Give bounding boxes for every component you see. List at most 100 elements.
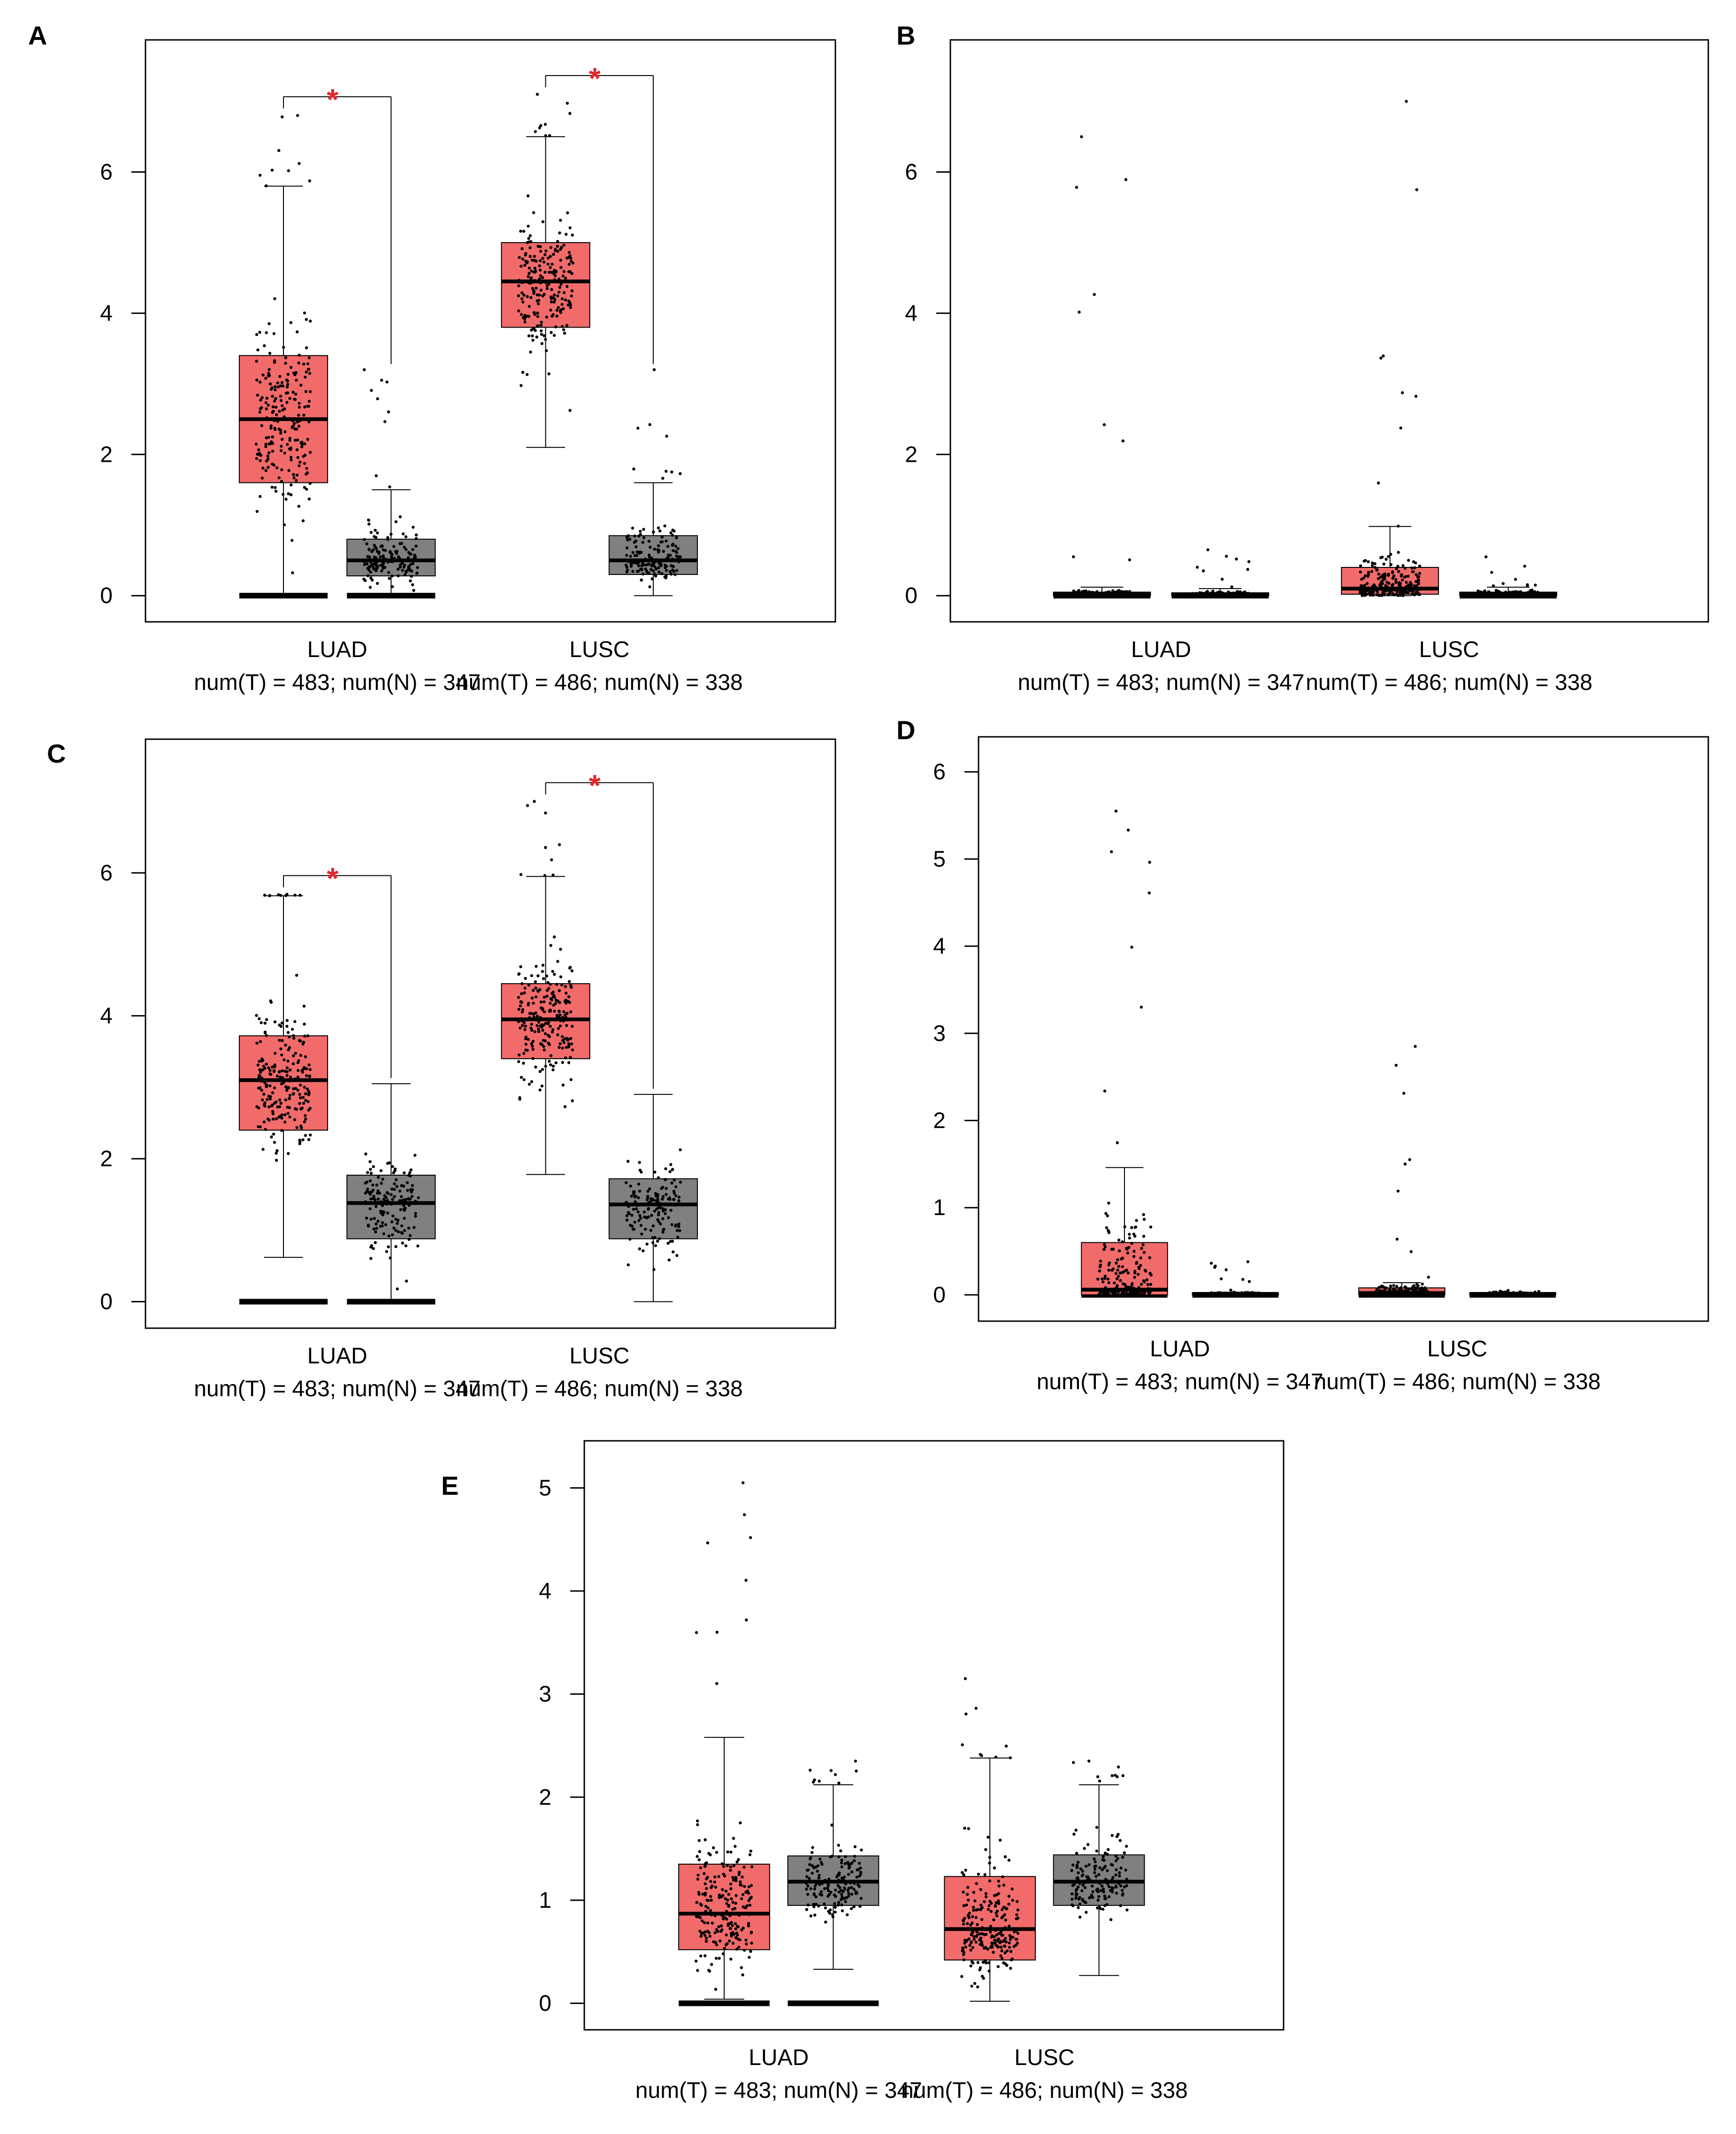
data-point — [1110, 1774, 1114, 1777]
data-point — [528, 255, 532, 258]
data-point — [964, 1677, 967, 1680]
data-point — [1101, 1277, 1104, 1281]
data-point — [268, 1072, 272, 1076]
data-point — [413, 1154, 417, 1157]
data-point — [1359, 564, 1362, 567]
data-point — [539, 1000, 543, 1004]
data-point — [539, 259, 542, 262]
data-point — [725, 1902, 728, 1905]
data-point — [525, 261, 528, 265]
data-point — [1361, 594, 1364, 597]
data-point — [366, 1187, 369, 1191]
data-point — [854, 1759, 857, 1763]
data-point — [1016, 1932, 1020, 1935]
data-point — [305, 370, 308, 374]
data-point — [1410, 566, 1414, 570]
data-point — [673, 573, 677, 576]
data-point — [294, 371, 298, 374]
data-point — [669, 573, 673, 576]
data-point — [674, 544, 677, 548]
data-point — [543, 1048, 546, 1052]
data-point — [1114, 1873, 1117, 1877]
data-point — [265, 459, 268, 463]
data-point — [376, 1220, 380, 1223]
data-point — [565, 1037, 568, 1040]
data-point — [1392, 1288, 1396, 1292]
data-point — [260, 1059, 264, 1063]
data-point — [308, 482, 312, 485]
data-point — [1124, 1247, 1128, 1250]
data-point — [1077, 1885, 1080, 1889]
data-point — [261, 373, 265, 377]
data-point — [963, 1917, 966, 1920]
data-point — [1004, 1744, 1008, 1748]
data-point — [701, 1892, 704, 1896]
data-point — [1111, 1876, 1115, 1879]
data-point — [1115, 1859, 1118, 1862]
data-point — [658, 529, 662, 533]
data-point — [668, 570, 672, 574]
data-point — [536, 315, 540, 318]
data-point — [1367, 573, 1370, 576]
data-point — [841, 1909, 844, 1912]
data-point — [664, 1212, 667, 1215]
data-point — [306, 367, 310, 371]
data-point — [541, 276, 544, 279]
data-point — [713, 1875, 717, 1879]
data-point — [739, 1821, 742, 1825]
data-point — [1397, 524, 1400, 528]
data-point — [979, 1888, 982, 1891]
data-point — [1121, 1889, 1124, 1892]
data-point — [1099, 1889, 1102, 1892]
data-point — [542, 1039, 545, 1042]
data-point — [548, 270, 551, 274]
data-point — [565, 1046, 568, 1049]
data-point — [729, 1865, 733, 1868]
data-point — [974, 1916, 978, 1919]
data-point — [530, 1080, 534, 1083]
data-point — [278, 410, 281, 413]
data-point — [297, 1069, 300, 1072]
data-point — [1074, 1828, 1078, 1832]
data-point — [1091, 1890, 1094, 1893]
data-point — [566, 1000, 570, 1003]
data-point — [696, 1819, 699, 1823]
data-point — [555, 1014, 559, 1017]
data-point — [1127, 1246, 1131, 1249]
data-point — [734, 1876, 737, 1879]
data-point — [1084, 1865, 1088, 1868]
data-point — [1074, 1889, 1078, 1892]
data-point — [273, 1086, 276, 1090]
data-point — [288, 1097, 291, 1100]
data-point — [540, 1023, 543, 1026]
data-point — [1121, 1774, 1124, 1777]
data-point — [749, 1884, 753, 1887]
data-point — [1103, 1089, 1107, 1093]
data-point — [971, 1921, 974, 1925]
data-point — [552, 272, 556, 275]
data-point — [652, 530, 655, 534]
data-point — [271, 395, 274, 398]
data-point — [376, 531, 379, 535]
data-point — [307, 420, 311, 424]
data-point — [554, 249, 557, 252]
data-point — [705, 1940, 708, 1943]
data-point — [1132, 1293, 1135, 1296]
box-lusc-n — [608, 1094, 698, 1302]
data-point — [284, 361, 287, 365]
data-point — [1397, 570, 1400, 573]
data-point — [295, 448, 299, 451]
data-point — [721, 1888, 724, 1891]
data-point — [274, 1052, 277, 1055]
data-point — [540, 333, 543, 336]
data-point — [369, 1197, 373, 1201]
data-point — [286, 1059, 290, 1063]
data-point — [558, 1046, 561, 1049]
data-point — [379, 1169, 383, 1172]
data-point — [980, 1906, 984, 1909]
data-point — [404, 1244, 408, 1247]
data-point — [545, 994, 549, 998]
data-point — [280, 437, 284, 441]
data-point — [260, 476, 264, 480]
data-point — [391, 1233, 394, 1237]
